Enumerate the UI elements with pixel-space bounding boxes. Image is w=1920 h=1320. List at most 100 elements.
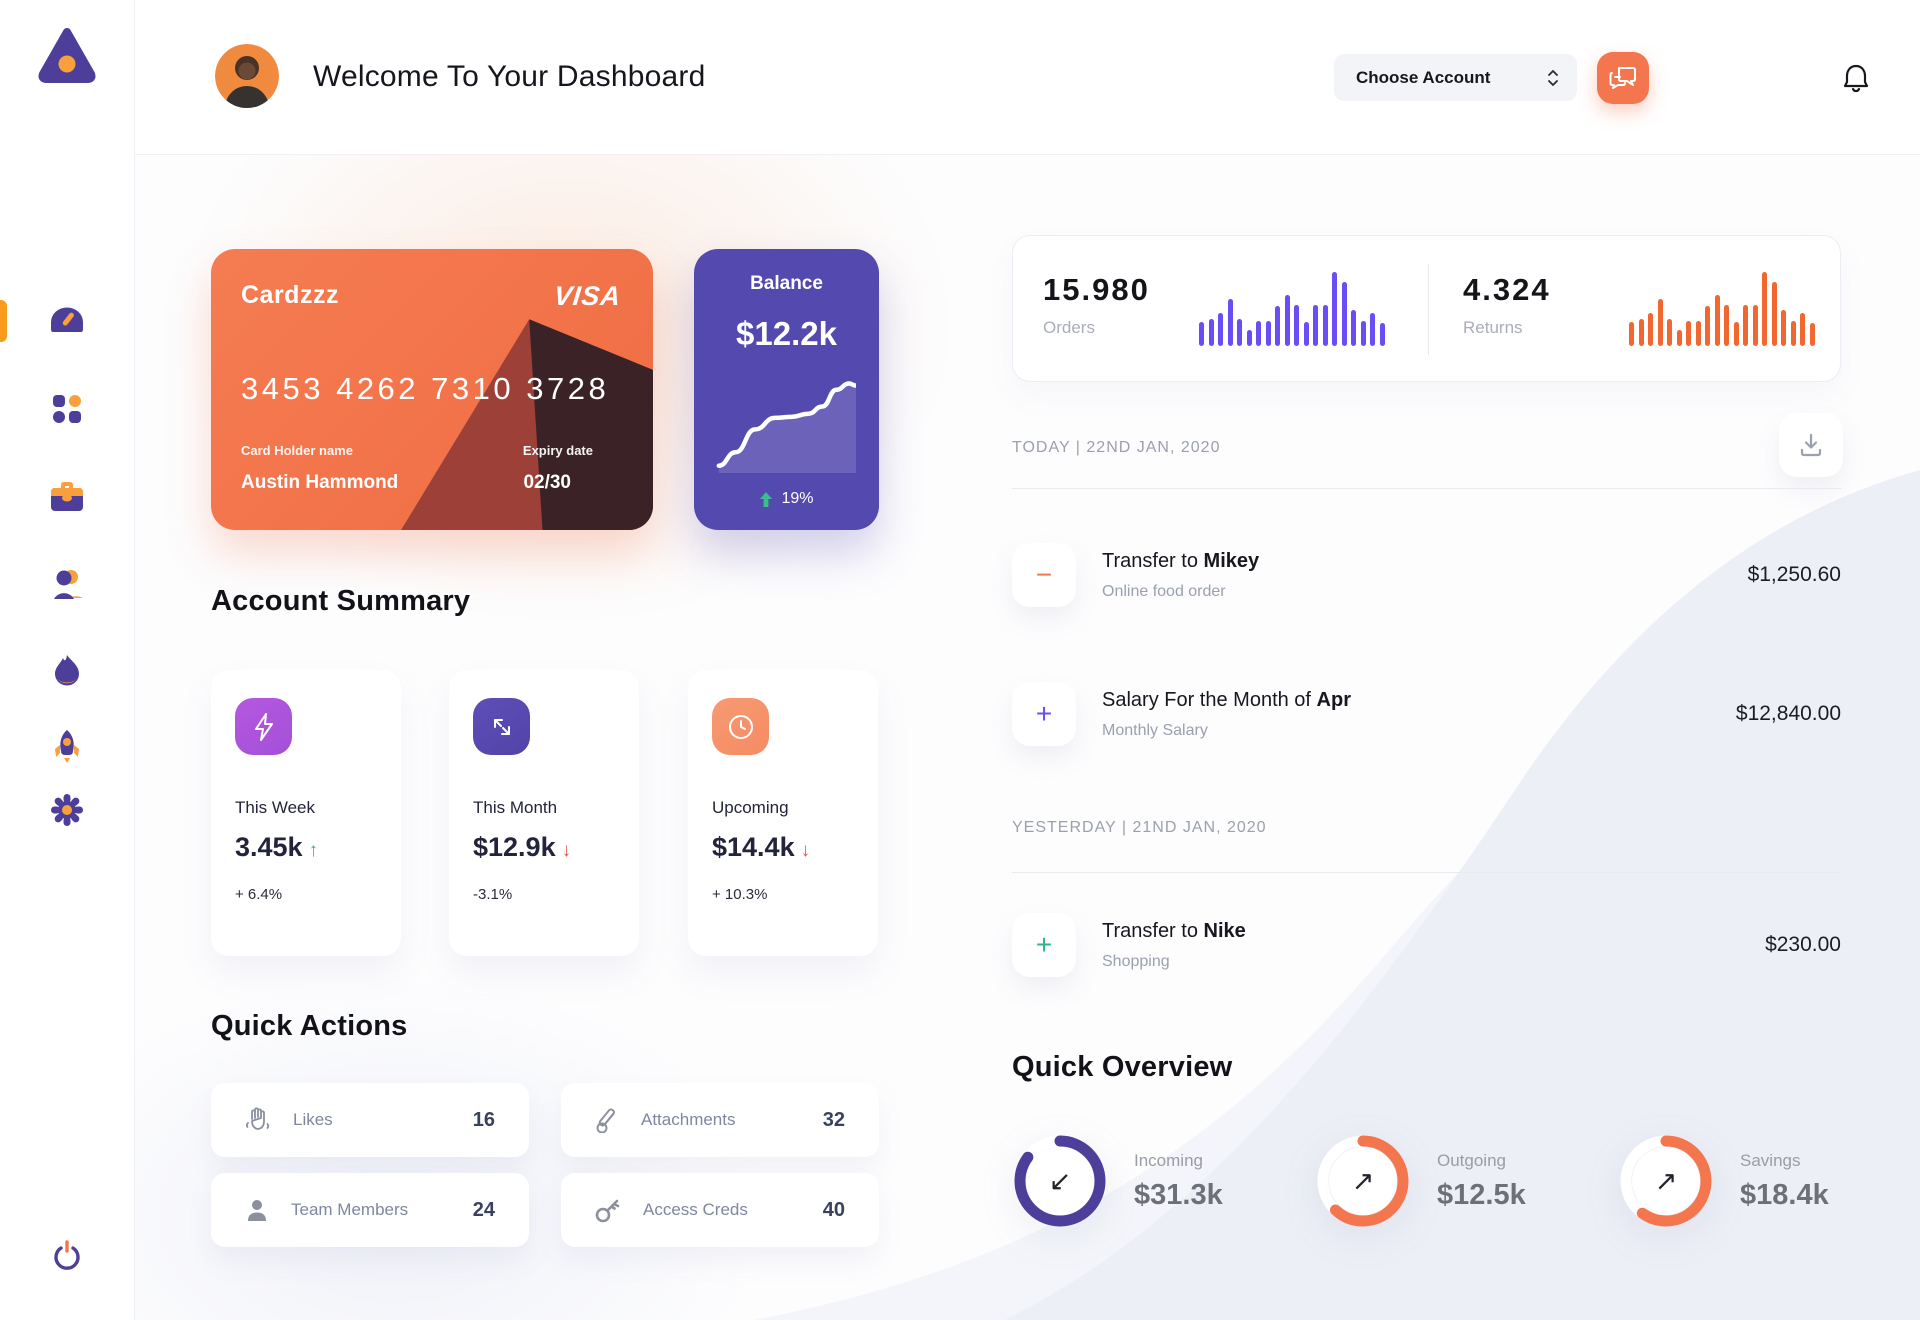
arrow-up-right-icon: ↗ bbox=[1632, 1147, 1700, 1215]
quick-action-team-members[interactable]: Team Members 24 bbox=[211, 1173, 529, 1247]
sidebar-item-team[interactable] bbox=[47, 564, 87, 604]
overview-text: Outgoing $12.5k bbox=[1437, 1151, 1526, 1212]
sidebar-item-dashboard[interactable] bbox=[47, 300, 87, 340]
transaction-subtitle: Online food order bbox=[1102, 582, 1226, 600]
clock-icon bbox=[712, 698, 769, 755]
gear-icon bbox=[51, 794, 83, 826]
transaction-row[interactable]: + Salary For the Month of Apr Monthly Sa… bbox=[1012, 682, 1841, 746]
user-avatar[interactable] bbox=[215, 44, 279, 108]
quick-action-count: 16 bbox=[472, 1108, 495, 1131]
active-nav-indicator bbox=[0, 300, 7, 342]
overview-outgoing: ↗ Outgoing $12.5k bbox=[1315, 1133, 1526, 1229]
overview-savings: ↗ Savings $18.4k bbox=[1618, 1133, 1829, 1229]
summary-label: This Month bbox=[473, 798, 558, 817]
quick-overview-title: Quick Overview bbox=[1012, 1051, 1233, 1083]
sidebar-item-activity[interactable] bbox=[47, 650, 87, 690]
savings-ring-chart: ↗ bbox=[1618, 1133, 1714, 1229]
sidebar bbox=[0, 0, 135, 1320]
summary-change: + 6.4% bbox=[235, 886, 283, 903]
summary-change: -3.1% bbox=[473, 886, 513, 903]
transaction-sign-icon: + bbox=[1012, 913, 1076, 977]
transaction-text: Salary For the Month of Apr Monthly Sala… bbox=[1102, 689, 1351, 740]
chat-icon bbox=[1609, 67, 1636, 89]
quick-action-count: 40 bbox=[822, 1198, 845, 1221]
summary-card-this-month: This Month $12.9k ↓ -3.1% bbox=[449, 670, 639, 956]
overview-incoming: ↙ Incoming $31.3k bbox=[1012, 1133, 1223, 1229]
quick-action-count: 24 bbox=[472, 1198, 495, 1221]
trend-down-arrow: ↓ bbox=[800, 840, 811, 861]
transaction-sign-icon: − bbox=[1012, 543, 1076, 607]
quick-action-access-creds[interactable]: Access Creds 40 bbox=[561, 1173, 879, 1247]
transaction-title: Transfer to Mikey bbox=[1102, 549, 1260, 572]
notifications-button[interactable] bbox=[1840, 62, 1872, 94]
sidebar-item-apps[interactable] bbox=[47, 389, 87, 429]
summary-value: 3.45k ↑ bbox=[235, 832, 319, 862]
transaction-sign-icon: + bbox=[1012, 682, 1076, 746]
incoming-ring-chart: ↙ bbox=[1012, 1133, 1108, 1229]
summary-label: This Week bbox=[235, 798, 315, 817]
overview-value: $31.3k bbox=[1134, 1178, 1223, 1211]
trend-down-arrow: ↓ bbox=[561, 840, 572, 861]
summary-label: Upcoming bbox=[712, 798, 789, 817]
summary-card-this-week: This Week 3.45k ↑ + 6.4% bbox=[211, 670, 401, 956]
arrow-up-icon bbox=[760, 491, 773, 507]
quick-action-likes[interactable]: Likes 16 bbox=[211, 1083, 529, 1157]
balance-value: $12.2k bbox=[736, 315, 837, 352]
account-select[interactable]: Choose Account bbox=[1334, 54, 1577, 101]
returns-bar-chart bbox=[1629, 272, 1821, 346]
quick-action-attachments[interactable]: Attachments 32 bbox=[561, 1083, 879, 1157]
returns-value: 4.324 bbox=[1463, 272, 1551, 307]
messages-button[interactable] bbox=[1597, 52, 1649, 104]
divider bbox=[1012, 872, 1841, 873]
transaction-text: Transfer to Nike Shopping bbox=[1102, 920, 1246, 971]
quick-action-label: Likes bbox=[293, 1110, 333, 1129]
transaction-amount: $230.00 bbox=[1765, 933, 1841, 956]
divider bbox=[1012, 488, 1841, 489]
quick-actions-title: Quick Actions bbox=[211, 1010, 408, 1042]
logout-button[interactable] bbox=[52, 1240, 82, 1277]
card-holder-label: Card Holder name bbox=[241, 443, 353, 458]
transfer-arrows-icon bbox=[473, 698, 530, 755]
stats-divider bbox=[1428, 264, 1429, 355]
card-expiry-value: 02/30 bbox=[523, 472, 571, 493]
orders-value: 15.980 bbox=[1043, 272, 1150, 307]
balance-label: Balance bbox=[750, 273, 823, 294]
trend-up-arrow: ↑ bbox=[308, 840, 319, 861]
sidebar-item-settings[interactable] bbox=[47, 790, 87, 830]
summary-change: + 10.3% bbox=[712, 886, 768, 903]
transaction-subtitle: Shopping bbox=[1102, 952, 1170, 970]
arrow-up-right-icon: ↗ bbox=[1329, 1147, 1397, 1215]
sidebar-item-work[interactable] bbox=[47, 476, 87, 516]
overview-label: Outgoing bbox=[1437, 1150, 1506, 1170]
transaction-subtitle: Monthly Salary bbox=[1102, 721, 1208, 739]
briefcase-icon bbox=[51, 481, 83, 511]
transaction-row[interactable]: + Transfer to Nike Shopping $230.00 bbox=[1012, 913, 1841, 977]
returns-label: Returns bbox=[1463, 318, 1523, 337]
sidebar-item-launch[interactable] bbox=[47, 726, 87, 766]
transactions-date-yesterday: YESTERDAY | 21ND JAN, 2020 bbox=[1012, 819, 1267, 836]
quick-action-label: Attachments bbox=[641, 1110, 736, 1129]
app-logo[interactable] bbox=[36, 26, 98, 89]
quick-action-label: Team Members bbox=[291, 1200, 409, 1219]
page-title: Welcome To Your Dashboard bbox=[313, 60, 706, 93]
balance-sparkline-chart bbox=[716, 381, 856, 473]
grid-icon bbox=[53, 395, 81, 423]
account-select-label: Choose Account bbox=[1356, 67, 1491, 87]
card-expiry-label: Expiry date bbox=[522, 443, 593, 458]
bolt-icon bbox=[235, 698, 292, 755]
account-summary-title: Account Summary bbox=[211, 585, 471, 617]
transaction-row[interactable]: − Transfer to Mikey Online food order $1… bbox=[1012, 543, 1841, 607]
transaction-text: Transfer to Mikey Online food order bbox=[1102, 550, 1259, 601]
overview-text: Savings $18.4k bbox=[1740, 1151, 1829, 1212]
arrow-down-left-icon: ↙ bbox=[1026, 1147, 1094, 1215]
header: Welcome To Your Dashboard Choose Account bbox=[135, 0, 1920, 155]
balance-change: 19% bbox=[694, 490, 879, 508]
gauge-icon bbox=[51, 307, 83, 332]
transaction-title: Transfer to Nike bbox=[1102, 919, 1246, 942]
avatar-image bbox=[215, 44, 279, 108]
triangle-logo-icon bbox=[38, 28, 96, 83]
chevron-up-down-icon bbox=[1548, 69, 1558, 86]
card-name: Cardzzz bbox=[241, 281, 339, 309]
download-transactions-button[interactable] bbox=[1779, 413, 1843, 477]
paperclip-icon bbox=[596, 1108, 616, 1133]
